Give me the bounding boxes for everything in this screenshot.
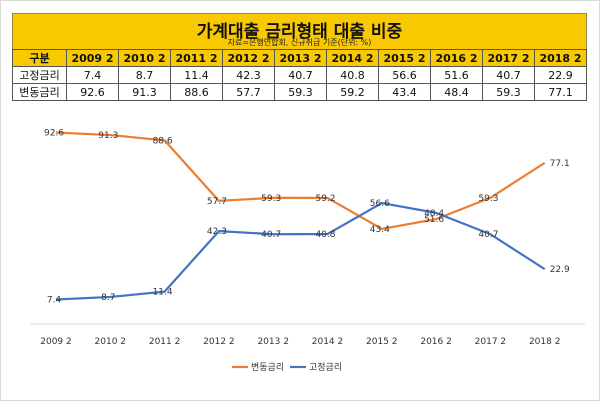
data-label: 8.7 [101, 293, 115, 303]
data-label: 40.7 [478, 230, 498, 240]
table-cell: 59.3 [274, 83, 327, 101]
table-cell: 92.6 [66, 83, 119, 101]
table-cell: 48.4 [430, 83, 483, 101]
x-tick-label: 2009 2 [40, 337, 72, 347]
data-label: 59.2 [315, 194, 335, 204]
data-label: 77.1 [550, 159, 570, 169]
x-tick-label: 2011 2 [149, 337, 181, 347]
x-tick-label: 2015 2 [366, 337, 398, 347]
series-line-1 [55, 201, 546, 301]
table-column-header: 2018 2 [534, 49, 587, 67]
table-cell: 40.8 [326, 66, 379, 84]
table-column-header: 2016 2 [430, 49, 483, 67]
data-label: 42.3 [207, 227, 227, 237]
chart-subtitle: 자료=은행연합회, 신규취급 기준(단위: %) [227, 38, 372, 47]
data-label: 40.7 [261, 230, 281, 240]
chart-title: 가계대출 금리형태 대출 비중 [196, 22, 403, 42]
data-label: 51.6 [424, 215, 444, 225]
data-label: 40.8 [315, 230, 335, 240]
x-tick-label: 2016 2 [420, 337, 452, 347]
table-cell: 88.6 [170, 83, 223, 101]
x-tick-label: 2013 2 [257, 337, 289, 347]
data-table: 구분 2009 2 2010 2 2011 2 2012 2 2013 2 20… [12, 49, 587, 101]
data-label: 91.3 [98, 131, 118, 141]
table-cell: 43.4 [378, 83, 431, 101]
data-label: 59.3 [261, 194, 281, 204]
table-column-header: 2012 2 [222, 49, 275, 67]
table-column-header: 2017 2 [482, 49, 535, 67]
table-cell: 59.2 [326, 83, 379, 101]
data-label: 56.6 [370, 199, 390, 209]
x-tick-label: 2012 2 [203, 337, 235, 347]
table-column-header: 2014 2 [326, 49, 379, 67]
table-row-label: 고정금리 [12, 66, 67, 84]
data-label: 22.9 [550, 265, 570, 275]
data-label: 59.3 [478, 194, 498, 204]
data-label: 48.4 [424, 209, 444, 219]
x-tick-label: 2017 2 [475, 337, 507, 347]
table-cell: 57.7 [222, 83, 275, 101]
table-cell: 77.1 [534, 83, 587, 101]
table-row: 변동금리 92.6 91.3 88.6 57.7 59.3 59.2 43.4 … [12, 83, 587, 101]
legend-label: 변동금리 [251, 362, 284, 373]
data-label: 88.6 [153, 136, 173, 146]
series-line-0 [55, 131, 546, 231]
x-tick-label: 2010 2 [95, 337, 127, 347]
table-column-header: 2015 2 [378, 49, 431, 67]
x-tick-label: 2014 2 [312, 337, 344, 347]
data-label: 7.4 [47, 295, 62, 305]
legend-label: 고정금리 [309, 362, 342, 373]
table-cell: 59.3 [482, 83, 535, 101]
data-label: 92.6 [44, 129, 64, 139]
x-tick-label: 2018 2 [529, 337, 561, 347]
table-cell: 40.7 [482, 66, 535, 84]
table-column-header: 2013 2 [274, 49, 327, 67]
data-label: 57.7 [207, 197, 227, 207]
data-label: 43.4 [370, 225, 390, 235]
data-label: 11.4 [153, 288, 173, 298]
